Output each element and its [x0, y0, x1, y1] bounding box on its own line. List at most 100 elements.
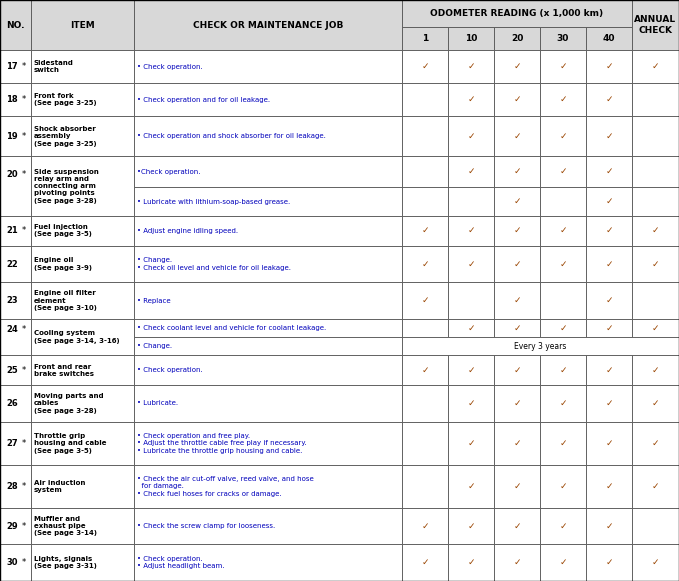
Text: ✓: ✓ [513, 558, 521, 567]
Text: Muffler and
exhaust pipe
(See page 3-14): Muffler and exhaust pipe (See page 3-14) [34, 516, 97, 536]
Text: ✓: ✓ [421, 558, 428, 567]
Text: • Lubricate.: • Lubricate. [137, 400, 178, 407]
Text: ✓: ✓ [467, 62, 475, 71]
Bar [402, 356, 448, 385]
Bar [494, 50, 540, 83]
Text: ✓: ✓ [513, 95, 521, 104]
Bar [494, 83, 540, 116]
Bar [134, 422, 402, 465]
Bar [134, 216, 402, 246]
Text: ✓: ✓ [467, 558, 475, 567]
Text: • Check operation and for oil leakage.: • Check operation and for oil leakage. [137, 97, 270, 103]
Bar [31, 508, 134, 544]
Text: ✓: ✓ [467, 399, 475, 408]
Text: 1: 1 [422, 34, 428, 43]
Bar [540, 83, 586, 116]
Bar [402, 319, 448, 337]
Text: ✓: ✓ [652, 399, 659, 408]
Text: 23: 23 [6, 296, 18, 305]
Bar [540, 282, 586, 319]
Text: ✓: ✓ [467, 522, 475, 530]
Bar [0, 83, 31, 116]
Text: ✓: ✓ [513, 260, 521, 268]
Text: ✓: ✓ [605, 399, 612, 408]
Text: *: * [22, 482, 26, 491]
Bar [448, 216, 494, 246]
Bar [402, 385, 448, 422]
Bar [632, 356, 679, 385]
Bar [31, 319, 134, 356]
Text: Every 3 years: Every 3 years [514, 342, 567, 351]
Bar [402, 544, 448, 581]
Bar [402, 282, 448, 319]
Text: ✓: ✓ [605, 260, 612, 268]
Text: ✓: ✓ [467, 260, 475, 268]
Text: ✓: ✓ [652, 227, 659, 235]
Text: ✓: ✓ [513, 482, 521, 491]
Bar [540, 116, 586, 156]
Text: 25: 25 [6, 366, 18, 375]
Bar [586, 83, 632, 116]
Bar [540, 465, 586, 508]
Text: ✓: ✓ [513, 296, 521, 305]
Bar [448, 385, 494, 422]
Text: ✓: ✓ [467, 324, 475, 332]
Bar [31, 465, 134, 508]
Text: ✓: ✓ [652, 558, 659, 567]
Text: ✓: ✓ [605, 439, 612, 448]
Text: •Check operation.: •Check operation. [137, 168, 200, 175]
Bar [632, 544, 679, 581]
Bar [134, 356, 402, 385]
Bar [31, 216, 134, 246]
Bar [632, 319, 679, 337]
Text: ✓: ✓ [421, 296, 428, 305]
Bar [586, 544, 632, 581]
Text: ✓: ✓ [513, 197, 521, 206]
Bar [586, 27, 632, 50]
Bar [540, 187, 586, 216]
Text: Sidestand
switch: Sidestand switch [34, 60, 74, 73]
Text: • Check the air cut-off valve, reed valve, and hose
  for damage.
• Check fuel h: • Check the air cut-off valve, reed valv… [137, 476, 314, 497]
Bar [540, 385, 586, 422]
Text: *: * [22, 132, 26, 141]
Bar [134, 50, 402, 83]
Bar [134, 508, 402, 544]
Bar [632, 508, 679, 544]
Text: Engine oil
(See page 3-9): Engine oil (See page 3-9) [34, 257, 92, 271]
Bar [494, 282, 540, 319]
Text: 30: 30 [6, 558, 18, 567]
Text: 18: 18 [6, 95, 18, 104]
Bar [402, 216, 448, 246]
Bar [31, 116, 134, 156]
Bar [540, 246, 586, 282]
Text: ODOMETER READING (x 1,000 km): ODOMETER READING (x 1,000 km) [430, 9, 604, 18]
Bar [540, 544, 586, 581]
Bar [632, 83, 679, 116]
Bar [448, 544, 494, 581]
Bar [586, 246, 632, 282]
Bar [31, 246, 134, 282]
Text: • Check operation.: • Check operation. [137, 367, 203, 373]
Text: ✓: ✓ [559, 62, 567, 71]
Bar [494, 156, 540, 187]
Text: ✓: ✓ [605, 324, 612, 332]
Bar [494, 27, 540, 50]
Bar [0, 422, 31, 465]
Text: 24: 24 [6, 325, 18, 334]
Bar [540, 422, 586, 465]
Bar [586, 50, 632, 83]
Bar [448, 156, 494, 187]
Text: 26: 26 [6, 399, 18, 408]
Text: ✓: ✓ [605, 366, 612, 375]
Text: • Check coolant level and vehicle for coolant leakage.: • Check coolant level and vehicle for co… [137, 325, 326, 331]
Bar [402, 116, 448, 156]
Text: ✓: ✓ [421, 366, 428, 375]
Text: ✓: ✓ [605, 62, 612, 71]
Text: ✓: ✓ [467, 167, 475, 176]
Text: ✓: ✓ [559, 167, 567, 176]
Text: *: * [22, 325, 26, 334]
Bar [31, 422, 134, 465]
Bar [0, 356, 31, 385]
Text: • Check operation and free play.
• Adjust the throttle cable free play if necess: • Check operation and free play. • Adjus… [137, 433, 307, 454]
Text: ✓: ✓ [605, 95, 612, 104]
